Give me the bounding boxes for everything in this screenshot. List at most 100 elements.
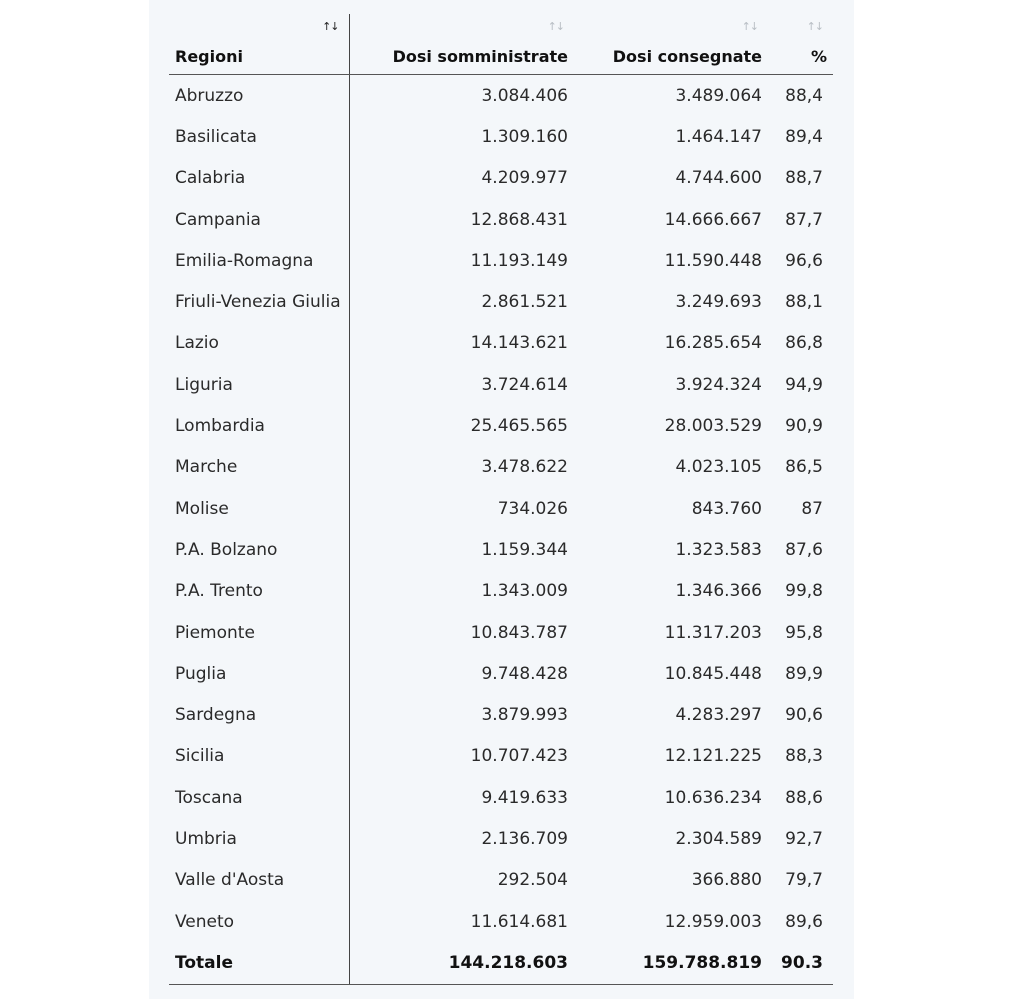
percent-cell: 87,6 bbox=[785, 539, 823, 560]
percent-cell: 90,6 bbox=[785, 705, 823, 726]
administered-cell: 3.084.406 bbox=[481, 85, 568, 106]
delivered-cell: 10.636.234 bbox=[664, 787, 762, 808]
administered-cell: 4.209.977 bbox=[481, 168, 568, 189]
region-cell: P.A. Bolzano bbox=[169, 529, 350, 571]
table-header-row: ↑↓ Regioni ↑↓ Dosi somministrate ↑↓ Dosi… bbox=[169, 14, 833, 75]
region-cell: Campania bbox=[169, 198, 350, 241]
header-percent[interactable]: ↑↓ % bbox=[768, 14, 833, 75]
region-cell: Sicilia bbox=[169, 735, 350, 778]
header-dosi-somministrate[interactable]: ↑↓ Dosi somministrate bbox=[349, 14, 574, 75]
percent-cell: 90,9 bbox=[785, 416, 823, 437]
region-cell: Toscana bbox=[169, 777, 350, 819]
region-cell: Molise bbox=[169, 487, 350, 530]
table-row: Veneto 11.614.681 12.959.003 89,6 bbox=[169, 900, 833, 943]
header-label: Dosi consegnate bbox=[612, 47, 762, 66]
region-cell: Puglia bbox=[169, 653, 350, 695]
region-cell: Calabria bbox=[169, 157, 350, 199]
administered-cell: 10.707.423 bbox=[470, 746, 568, 767]
region-cell: Liguria bbox=[169, 364, 350, 406]
percent-cell: 88,1 bbox=[785, 292, 823, 313]
administered-cell: 1.309.160 bbox=[481, 126, 568, 147]
table-row: P.A. Bolzano 1.159.344 1.323.583 87,6 bbox=[169, 529, 833, 571]
administered-cell: 12.868.431 bbox=[470, 209, 568, 230]
percent-cell: 87,7 bbox=[785, 209, 823, 230]
administered-cell: 734.026 bbox=[497, 498, 568, 519]
table-row: Abruzzo 3.084.406 3.489.064 88,4 bbox=[169, 74, 833, 117]
total-delivered: 159.788.819 bbox=[574, 942, 768, 985]
table-row: Marche 3.478.622 4.023.105 86,5 bbox=[169, 446, 833, 488]
delivered-cell: 3.924.324 bbox=[675, 374, 762, 395]
region-cell: Basilicata bbox=[169, 116, 350, 158]
region-cell: P.A. Trento bbox=[169, 570, 350, 612]
percent-cell: 86,5 bbox=[785, 457, 823, 478]
sort-icon[interactable]: ↑↓ bbox=[547, 20, 565, 33]
table-row: Puglia 9.748.428 10.845.448 89,9 bbox=[169, 653, 833, 695]
region-cell: Marche bbox=[169, 446, 350, 488]
total-row: Totale 144.218.603 159.788.819 90.3 bbox=[169, 942, 833, 985]
region-cell: Lombardia bbox=[169, 405, 350, 447]
administered-cell: 9.748.428 bbox=[481, 663, 568, 684]
region-cell: Emilia-Romagna bbox=[169, 240, 350, 282]
administered-cell: 10.843.787 bbox=[470, 622, 568, 643]
delivered-cell: 12.121.225 bbox=[664, 746, 762, 767]
header-label: Regioni bbox=[175, 47, 243, 66]
delivered-cell: 16.285.654 bbox=[664, 333, 762, 354]
table-row: P.A. Trento 1.343.009 1.346.366 99,8 bbox=[169, 570, 833, 612]
administered-cell: 3.724.614 bbox=[481, 374, 568, 395]
percent-cell: 89,4 bbox=[785, 126, 823, 147]
percent-cell: 94,9 bbox=[785, 374, 823, 395]
percent-cell: 95,8 bbox=[785, 622, 823, 643]
administered-cell: 11.193.149 bbox=[470, 250, 568, 271]
percent-cell: 99,8 bbox=[785, 581, 823, 602]
region-cell: Piemonte bbox=[169, 611, 350, 654]
delivered-cell: 4.023.105 bbox=[675, 457, 762, 478]
sort-icon[interactable]: ↑↓ bbox=[741, 20, 759, 33]
percent-cell: 86,8 bbox=[785, 333, 823, 354]
table-panel: ↑↓ Regioni ↑↓ Dosi somministrate ↑↓ Dosi… bbox=[149, 0, 854, 999]
region-cell: Lazio bbox=[169, 322, 350, 365]
region-cell: Umbria bbox=[169, 818, 350, 860]
header-dosi-consegnate[interactable]: ↑↓ Dosi consegnate bbox=[574, 14, 768, 75]
total-label: Totale bbox=[169, 942, 350, 985]
delivered-cell: 10.845.448 bbox=[664, 663, 762, 684]
delivered-cell: 1.464.147 bbox=[675, 126, 762, 147]
header-regioni[interactable]: ↑↓ Regioni bbox=[169, 14, 350, 75]
administered-cell: 25.465.565 bbox=[470, 416, 568, 437]
delivered-cell: 843.760 bbox=[691, 498, 762, 519]
administered-cell: 2.136.709 bbox=[481, 828, 568, 849]
table-row: Campania 12.868.431 14.666.667 87,7 bbox=[169, 198, 833, 241]
table-row: Emilia-Romagna 11.193.149 11.590.448 96,… bbox=[169, 240, 833, 282]
delivered-cell: 28.003.529 bbox=[664, 416, 762, 437]
table-row: Liguria 3.724.614 3.924.324 94,9 bbox=[169, 364, 833, 406]
administered-cell: 292.504 bbox=[497, 870, 568, 891]
percent-cell: 79,7 bbox=[785, 870, 823, 891]
percent-cell: 87 bbox=[801, 498, 823, 519]
administered-cell: 3.879.993 bbox=[481, 705, 568, 726]
sort-icon[interactable]: ↑↓ bbox=[806, 20, 824, 33]
delivered-cell: 4.744.600 bbox=[675, 168, 762, 189]
table-row: Sardegna 3.879.993 4.283.297 90,6 bbox=[169, 694, 833, 736]
administered-cell: 9.419.633 bbox=[481, 787, 568, 808]
delivered-cell: 11.317.203 bbox=[664, 622, 762, 643]
administered-cell: 14.143.621 bbox=[470, 333, 568, 354]
total-administered: 144.218.603 bbox=[349, 942, 574, 985]
table-row: Lazio 14.143.621 16.285.654 86,8 bbox=[169, 322, 833, 365]
delivered-cell: 14.666.667 bbox=[664, 209, 762, 230]
header-label: Dosi somministrate bbox=[392, 47, 568, 66]
percent-cell: 88,7 bbox=[785, 168, 823, 189]
table-row: Molise 734.026 843.760 87 bbox=[169, 487, 833, 530]
delivered-cell: 11.590.448 bbox=[664, 250, 762, 271]
delivered-cell: 1.346.366 bbox=[675, 581, 762, 602]
delivered-cell: 366.880 bbox=[691, 870, 762, 891]
header-label: % bbox=[810, 47, 827, 66]
administered-cell: 3.478.622 bbox=[481, 457, 568, 478]
region-cell: Abruzzo bbox=[169, 74, 350, 117]
table-row: Calabria 4.209.977 4.744.600 88,7 bbox=[169, 157, 833, 199]
delivered-cell: 1.323.583 bbox=[675, 539, 762, 560]
delivered-cell: 3.489.064 bbox=[675, 85, 762, 106]
percent-cell: 89,6 bbox=[785, 911, 823, 932]
vaccine-doses-table: ↑↓ Regioni ↑↓ Dosi somministrate ↑↓ Dosi… bbox=[169, 14, 833, 985]
region-cell: Sardegna bbox=[169, 694, 350, 736]
sort-icon[interactable]: ↑↓ bbox=[322, 20, 339, 33]
total-percent: 90.3 bbox=[768, 942, 833, 985]
